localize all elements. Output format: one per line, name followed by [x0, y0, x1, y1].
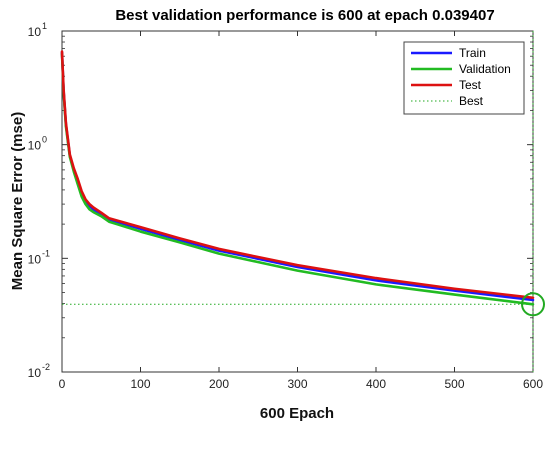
- x-axis-ticks: 0 100 200 300 400 500 600: [59, 31, 543, 391]
- y-tick-label: 10: [28, 25, 42, 39]
- x-tick-label: 600: [523, 377, 543, 391]
- y-tick-exponent: 0: [42, 135, 47, 145]
- best-point: [521, 292, 545, 317]
- x-tick-label: 300: [287, 377, 307, 391]
- legend-label-validation: Validation: [459, 62, 511, 76]
- x-tick-label: 500: [444, 377, 464, 391]
- x-axis-label: 600 Epach: [260, 405, 334, 422]
- best-point-circle: [521, 292, 545, 317]
- y-tick-label: 10: [28, 139, 42, 153]
- y-tick-exponent: -1: [42, 248, 50, 258]
- legend-label-best: Best: [459, 94, 484, 108]
- legend-label-train: Train: [459, 46, 486, 60]
- legend-label-test: Test: [459, 78, 482, 92]
- y-tick-exponent: 1: [42, 21, 47, 31]
- series-line-test: [60, 50, 535, 300]
- y-tick-label: 10: [28, 252, 42, 266]
- x-tick-label: 200: [209, 377, 229, 391]
- y-tick-exponent: -2: [42, 362, 50, 372]
- y-tick-label: 10: [28, 366, 42, 380]
- x-tick-label: 0: [59, 377, 66, 391]
- x-tick-label: 400: [366, 377, 386, 391]
- legend: Train Validation Test Best: [403, 41, 525, 115]
- y-axis-label: Mean Square Error (mse): [9, 112, 26, 290]
- chart-title: Best validation performance is 600 at ep…: [115, 7, 494, 24]
- series-lines: [60, 50, 535, 306]
- x-tick-label: 100: [130, 377, 150, 391]
